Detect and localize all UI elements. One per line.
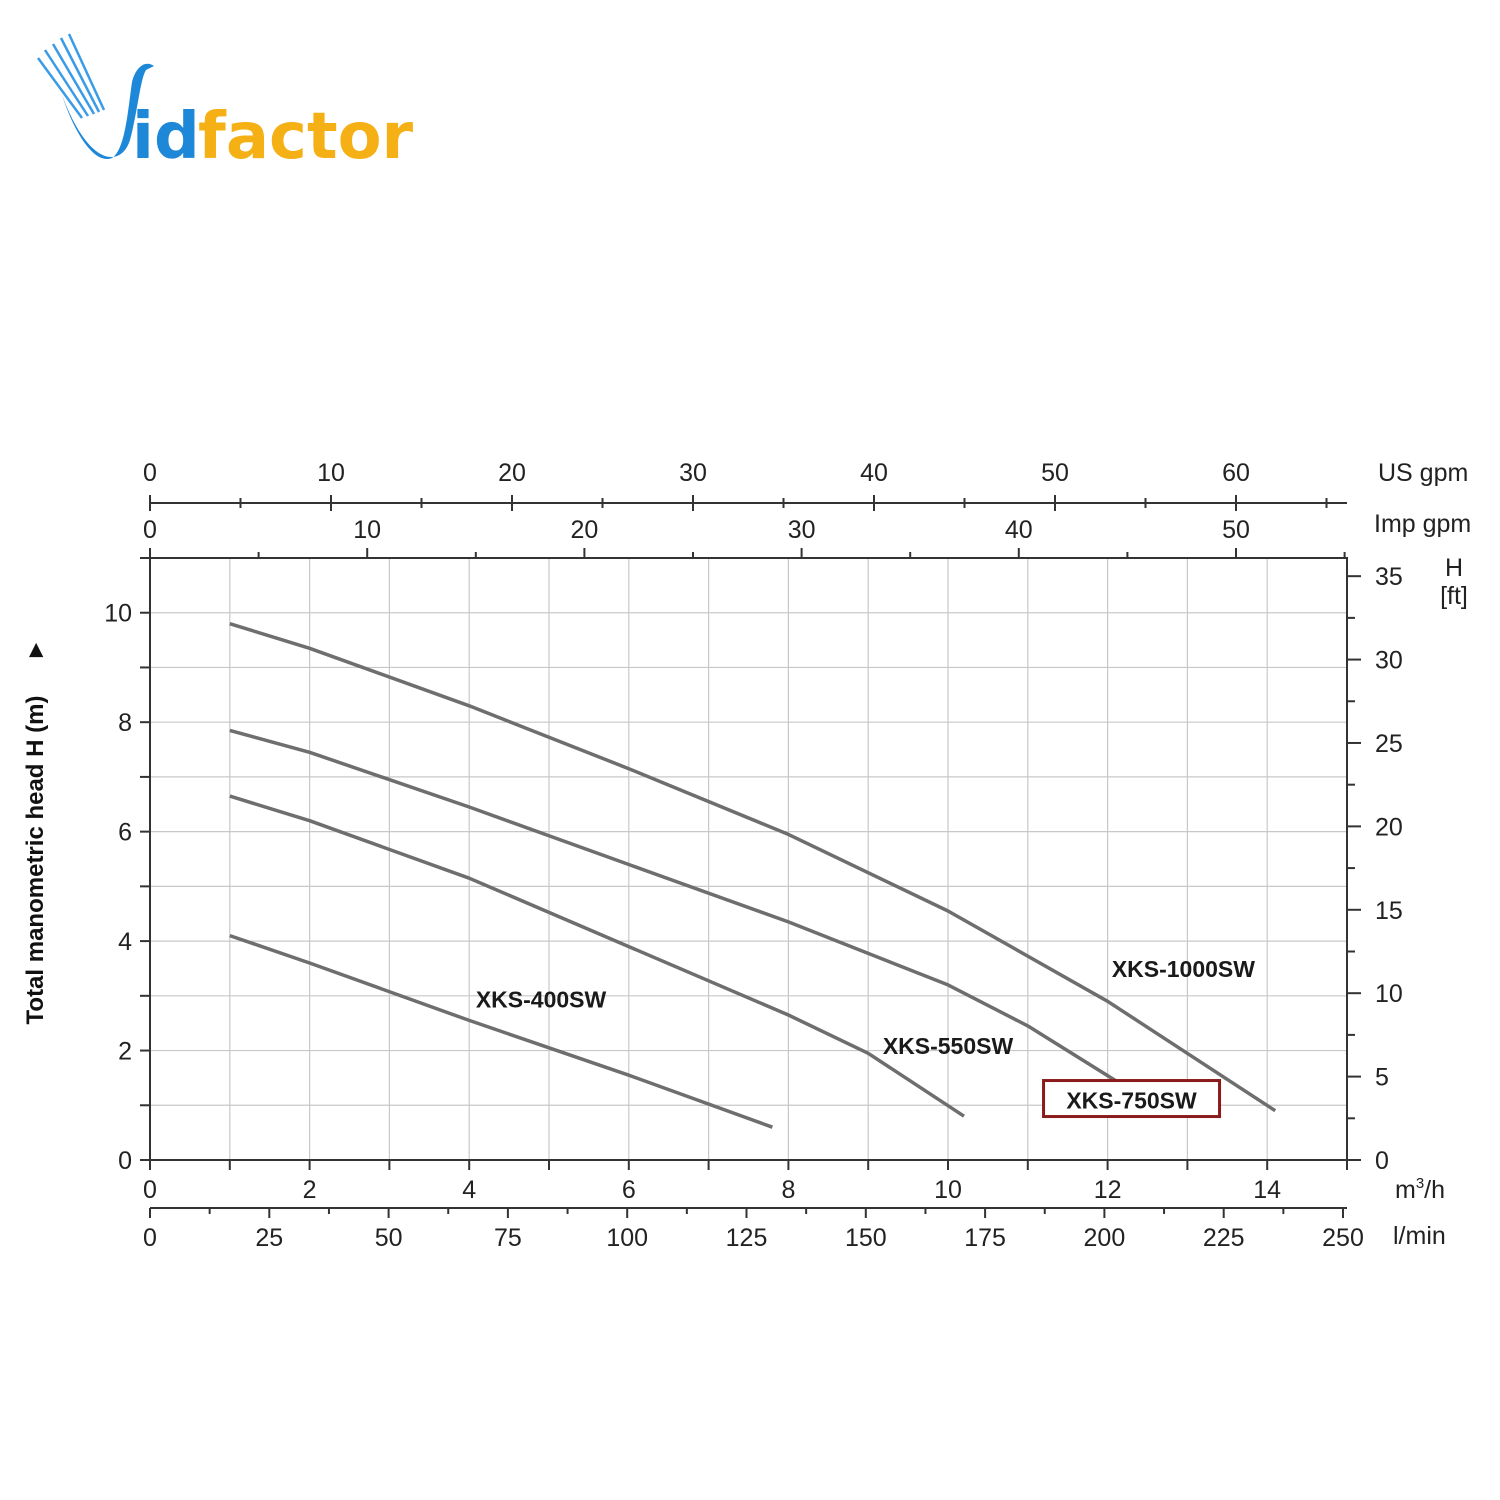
usgpm-tick-label: 30: [679, 459, 707, 487]
impgpm-tick-label: 30: [788, 516, 816, 544]
series-label: XKS-1000SW: [1112, 956, 1255, 982]
usgpm-tick-label: 50: [1041, 459, 1069, 487]
usgpm-tick-label: 60: [1222, 459, 1250, 487]
usgpm-tick-label: 40: [860, 459, 888, 487]
lmin-tick-label: 250: [1322, 1224, 1364, 1252]
usgpm-tick-label: 10: [317, 459, 345, 487]
curve-xks-1000sw: [229, 622, 1277, 1113]
x-tick-label: 14: [1253, 1176, 1281, 1204]
impgpm-tick-label: 40: [1005, 516, 1033, 544]
y-tick-label: 2: [118, 1038, 132, 1066]
x-tick-label: 8: [781, 1176, 795, 1204]
plot-area: 0 2 4 6 8 10 Total manometric head H (m) ► 0 2 4 6 8…: [22, 459, 1471, 1252]
ft-tick-label: 15: [1375, 897, 1403, 925]
lmin-tick-label: 25: [255, 1224, 283, 1252]
logo-text-factor: factor: [198, 100, 414, 174]
bird-icon: [36, 33, 154, 160]
x-tick-label: 4: [462, 1176, 476, 1204]
curve-xks-400sw: [229, 933, 773, 1129]
impgpm-tick-label: 0: [143, 516, 157, 544]
y-axis-arrow-icon: ►: [22, 638, 49, 662]
ft-tick-label: 20: [1375, 813, 1403, 841]
ft-tick-label: 35: [1375, 563, 1403, 591]
x-unit-label: m3/h: [1395, 1175, 1445, 1204]
lmin-tick-label: 225: [1203, 1224, 1245, 1252]
ft-unit-label-h: H: [1445, 554, 1463, 582]
ft-tick-label: 5: [1375, 1064, 1389, 1092]
lmin-tick-label: 0: [143, 1224, 157, 1252]
y-tick-label: 10: [104, 600, 132, 628]
curve-xks-550sw: [229, 794, 965, 1118]
impgpm-tick-label: 50: [1222, 516, 1250, 544]
series-label: XKS-750SW: [1066, 1088, 1197, 1114]
ft-tick-label: 0: [1375, 1147, 1389, 1175]
series-label: XKS-550SW: [883, 1033, 1014, 1059]
y-tick-label: 8: [118, 709, 132, 737]
usgpm-tick-label: 0: [143, 459, 157, 487]
series-label: XKS-400SW: [476, 986, 607, 1012]
plot-frame: [149, 557, 1348, 1161]
y-axis-label: Total manometric head H (m): [22, 696, 49, 1025]
vidfactor-logo: id factor: [36, 33, 414, 174]
lmin-tick-label: 100: [606, 1224, 648, 1252]
x-tick-label: 12: [1094, 1176, 1122, 1204]
lmin-tick-label: 75: [494, 1224, 522, 1252]
ft-unit-label-ft: [ft]: [1440, 582, 1468, 610]
y-tick-label: 6: [118, 819, 132, 847]
ft-tick-label: 25: [1375, 730, 1403, 758]
ft-tick-label: 10: [1375, 980, 1403, 1008]
lmin-tick-label: 50: [375, 1224, 403, 1252]
impgpm-tick-label: 20: [570, 516, 598, 544]
logo-text-id: id: [132, 100, 200, 174]
lmin-tick-label: 125: [726, 1224, 768, 1252]
x-tick-label: 0: [143, 1176, 157, 1204]
ft-tick-label: 30: [1375, 647, 1403, 675]
x-tick-label: 6: [622, 1176, 636, 1204]
curve-xks-750sw: [229, 728, 1117, 1083]
impgpm-unit-label: Imp gpm: [1374, 510, 1471, 538]
lmin-tick-label: 200: [1084, 1224, 1126, 1252]
highlight-box: [1042, 1079, 1222, 1119]
y-tick-label: 0: [118, 1147, 132, 1175]
usgpm-unit-label: US gpm: [1378, 459, 1468, 487]
lmin-tick-label: 150: [845, 1224, 887, 1252]
y-tick-label: 4: [118, 928, 132, 956]
usgpm-tick-label: 20: [498, 459, 526, 487]
lmin-tick-label: 175: [964, 1224, 1006, 1252]
x-tick-label: 10: [934, 1176, 962, 1204]
lmin-unit-label: l/min: [1393, 1222, 1446, 1250]
impgpm-tick-label: 10: [353, 516, 381, 544]
x-tick-label: 2: [303, 1176, 317, 1204]
